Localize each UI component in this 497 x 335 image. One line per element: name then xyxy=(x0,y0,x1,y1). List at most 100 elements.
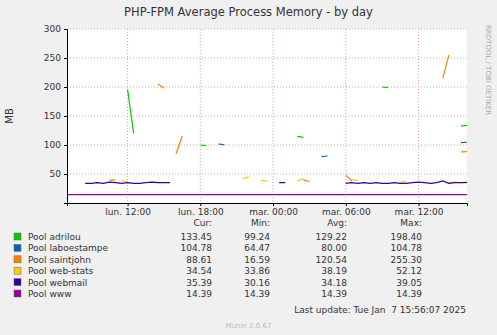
series-line xyxy=(67,194,467,195)
grid-line-y xyxy=(67,87,467,88)
legend-stat: 88.61 xyxy=(186,255,212,265)
legend-header: Avg: xyxy=(327,218,347,228)
grid-line-y xyxy=(67,58,467,59)
series-line xyxy=(85,181,467,183)
legend-label: Pool www xyxy=(28,289,72,299)
tick: mar. 06:00 xyxy=(322,203,371,217)
tick-mark xyxy=(346,203,347,206)
legend-stat: 52.12 xyxy=(396,266,422,276)
legend-stat: 129.22 xyxy=(316,232,348,242)
tick: 150 xyxy=(44,111,67,121)
legend-swatch xyxy=(14,256,21,263)
tick: 100 xyxy=(44,140,67,150)
tick-label: lun. 12:00 xyxy=(105,207,151,217)
footer: Munin 2.0.67 xyxy=(226,322,272,330)
tick-label: mar. 00:00 xyxy=(249,207,298,217)
chart: lun. 12:00 lun. 18:00 mar. 00:00 mar. 06:00… xyxy=(0,0,497,335)
legend-stat: 14.39 xyxy=(321,289,347,299)
tick: 200 xyxy=(44,82,67,92)
plot-area xyxy=(67,29,467,203)
grid-line-y xyxy=(67,145,467,146)
legend-swatch xyxy=(14,290,21,297)
legend-swatch xyxy=(14,279,21,286)
tick-label: lun. 18:00 xyxy=(178,207,224,217)
tick-label: mar. 06:00 xyxy=(322,207,371,217)
legend-stat: 104.78 xyxy=(391,243,423,253)
legend-stat: 33.86 xyxy=(244,266,270,276)
legend-swatch xyxy=(14,244,21,251)
tick-label: mar. 12:00 xyxy=(395,207,444,217)
tick-label: 300 xyxy=(44,24,61,34)
tick-mark xyxy=(64,174,67,175)
legend-stat: 120.54 xyxy=(316,255,348,265)
legend-stat: 34.54 xyxy=(186,266,212,276)
legend-stat: 133.45 xyxy=(181,232,213,242)
legend-header: Cur: xyxy=(193,218,212,228)
tick-mark xyxy=(64,116,67,117)
legend-stat: 16.59 xyxy=(244,255,270,265)
legend-label: Pool adrilou xyxy=(28,232,81,242)
series-line xyxy=(109,55,467,181)
legend-stat: 39.05 xyxy=(396,278,422,288)
tick-mark xyxy=(128,203,129,206)
tick: lun. 18:00 xyxy=(178,203,224,217)
legend-stat: 35.39 xyxy=(186,278,212,288)
series-group xyxy=(67,55,467,195)
grid xyxy=(67,29,467,203)
legend-stat: 14.39 xyxy=(244,289,270,299)
tick: 250 xyxy=(44,53,67,63)
legend-label: Pool webmail xyxy=(28,278,87,288)
tick: 50 xyxy=(50,169,67,179)
legend-stat: 99.24 xyxy=(244,232,270,242)
tick-mark xyxy=(273,203,274,206)
legend: Cur: Min: Avg: Max: Pool adrilou 133.45 99.24 1… xyxy=(14,218,422,299)
tick-mark xyxy=(64,58,67,59)
legend-stat: 14.39 xyxy=(396,289,422,299)
title: PHP-FPM Average Process Memory - by day xyxy=(124,5,373,19)
x-axis: lun. 12:00 lun. 18:00 mar. 00:00 mar. 06:00… xyxy=(68,203,468,217)
legend-header: Max: xyxy=(400,218,422,228)
tick-label: 50 xyxy=(50,169,62,179)
legend-stat: 64.47 xyxy=(244,243,270,253)
tick: 300 xyxy=(44,24,67,34)
axis-domain xyxy=(64,30,68,204)
tick-label: 150 xyxy=(44,111,61,121)
tick-mark xyxy=(419,203,420,206)
tick-mark xyxy=(64,145,67,146)
background xyxy=(0,0,497,335)
legend-label: Pool laboestampe xyxy=(28,243,108,253)
y-axis: 50 100 150 200 250 300 xyxy=(44,24,68,203)
grid-line-x xyxy=(273,29,274,203)
legend-swatch xyxy=(14,267,21,274)
tick-mark xyxy=(200,203,201,206)
y-axis-title: MB xyxy=(4,108,15,124)
side-note: RRDTOOL / TOBI OETIKER xyxy=(484,25,492,115)
legend-stat: 30.16 xyxy=(244,278,270,288)
series-line xyxy=(219,142,467,156)
legend-stat: 255.30 xyxy=(391,255,423,265)
legend-stat: 14.39 xyxy=(186,289,212,299)
series-line xyxy=(128,87,467,146)
grid-line-y xyxy=(67,116,467,117)
legend-stat: 80.00 xyxy=(321,243,347,253)
tick-label: 250 xyxy=(44,53,61,63)
tick-mark xyxy=(64,87,67,88)
axis-domain xyxy=(68,204,468,207)
legend-label: Pool web-stats xyxy=(28,266,94,276)
tick-label: 200 xyxy=(44,82,61,92)
tick: mar. 00:00 xyxy=(249,203,298,217)
grid-line-y xyxy=(67,174,467,175)
legend-stat: 38.19 xyxy=(321,266,347,276)
tick-label: 100 xyxy=(44,140,61,150)
tick: lun. 12:00 xyxy=(105,203,151,217)
legend-stat: 34.18 xyxy=(321,278,347,288)
legend-stat: 104.78 xyxy=(181,243,213,253)
legend-header: Min: xyxy=(251,218,270,228)
legend-label: Pool saintjohn xyxy=(28,255,91,265)
last-update: Last update: Tue Jan 7 15:56:07 2025 xyxy=(294,305,466,315)
legend-stat: 198.40 xyxy=(391,232,423,242)
tick-mark xyxy=(64,29,67,30)
tick: mar. 12:00 xyxy=(395,203,444,217)
legend-swatch xyxy=(14,233,21,240)
grid-line-y xyxy=(67,29,467,30)
